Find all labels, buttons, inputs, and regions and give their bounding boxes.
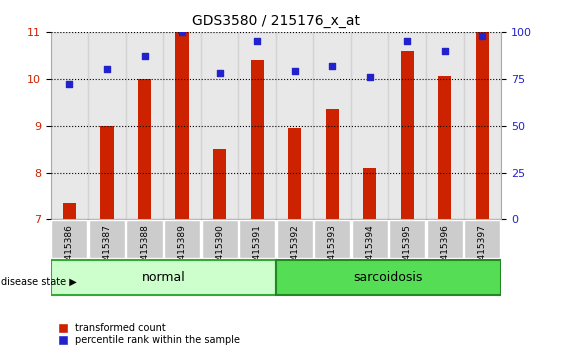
FancyBboxPatch shape: [427, 220, 463, 258]
Bar: [476, 32, 489, 219]
FancyBboxPatch shape: [239, 220, 275, 258]
Legend: transformed count, percentile rank within the sample: transformed count, percentile rank withi…: [56, 319, 244, 349]
Bar: [288, 128, 301, 219]
Title: GDS3580 / 215176_x_at: GDS3580 / 215176_x_at: [192, 14, 360, 28]
Text: GSM415388: GSM415388: [140, 224, 149, 279]
Text: GSM415393: GSM415393: [328, 224, 337, 279]
FancyBboxPatch shape: [202, 220, 238, 258]
Text: GSM415389: GSM415389: [177, 224, 186, 279]
Bar: [426, 32, 463, 219]
Bar: [325, 109, 339, 219]
Bar: [138, 79, 151, 219]
Bar: [88, 32, 126, 219]
FancyBboxPatch shape: [314, 220, 350, 258]
Bar: [276, 32, 314, 219]
Point: [65, 81, 74, 87]
Text: GSM415387: GSM415387: [102, 224, 111, 279]
Text: GSM415395: GSM415395: [403, 224, 412, 279]
Bar: [463, 32, 501, 219]
FancyBboxPatch shape: [127, 220, 163, 258]
Bar: [176, 32, 189, 219]
Bar: [238, 32, 276, 219]
FancyBboxPatch shape: [464, 220, 501, 258]
FancyBboxPatch shape: [276, 261, 501, 295]
Text: GSM415390: GSM415390: [215, 224, 224, 279]
Point: [102, 67, 111, 72]
Point: [328, 63, 337, 68]
Text: sarcoidosis: sarcoidosis: [354, 272, 423, 284]
Bar: [251, 60, 263, 219]
Point: [365, 74, 374, 80]
Bar: [100, 126, 114, 219]
Point: [140, 53, 149, 59]
Bar: [363, 168, 376, 219]
Text: GSM415392: GSM415392: [290, 224, 299, 279]
Point: [253, 38, 262, 44]
Point: [290, 68, 299, 74]
Bar: [126, 32, 163, 219]
Bar: [314, 32, 351, 219]
Bar: [388, 32, 426, 219]
Point: [215, 70, 224, 76]
Bar: [351, 32, 388, 219]
Bar: [438, 76, 452, 219]
FancyBboxPatch shape: [389, 220, 425, 258]
Bar: [201, 32, 238, 219]
Bar: [163, 32, 201, 219]
Point: [403, 38, 412, 44]
Text: GSM415396: GSM415396: [440, 224, 449, 279]
Bar: [213, 149, 226, 219]
FancyBboxPatch shape: [276, 220, 312, 258]
FancyBboxPatch shape: [89, 220, 125, 258]
Text: GSM415394: GSM415394: [365, 224, 374, 279]
Point: [478, 33, 487, 39]
Point: [177, 29, 186, 35]
Text: GSM415391: GSM415391: [253, 224, 262, 279]
Bar: [401, 51, 414, 219]
Point: [440, 48, 449, 53]
Text: normal: normal: [141, 272, 185, 284]
Text: GSM415386: GSM415386: [65, 224, 74, 279]
Text: disease state ▶: disease state ▶: [1, 276, 77, 286]
FancyBboxPatch shape: [51, 220, 87, 258]
Bar: [51, 32, 88, 219]
FancyBboxPatch shape: [352, 220, 388, 258]
Text: GSM415397: GSM415397: [478, 224, 487, 279]
FancyBboxPatch shape: [164, 220, 200, 258]
FancyBboxPatch shape: [51, 261, 276, 295]
Bar: [63, 203, 76, 219]
